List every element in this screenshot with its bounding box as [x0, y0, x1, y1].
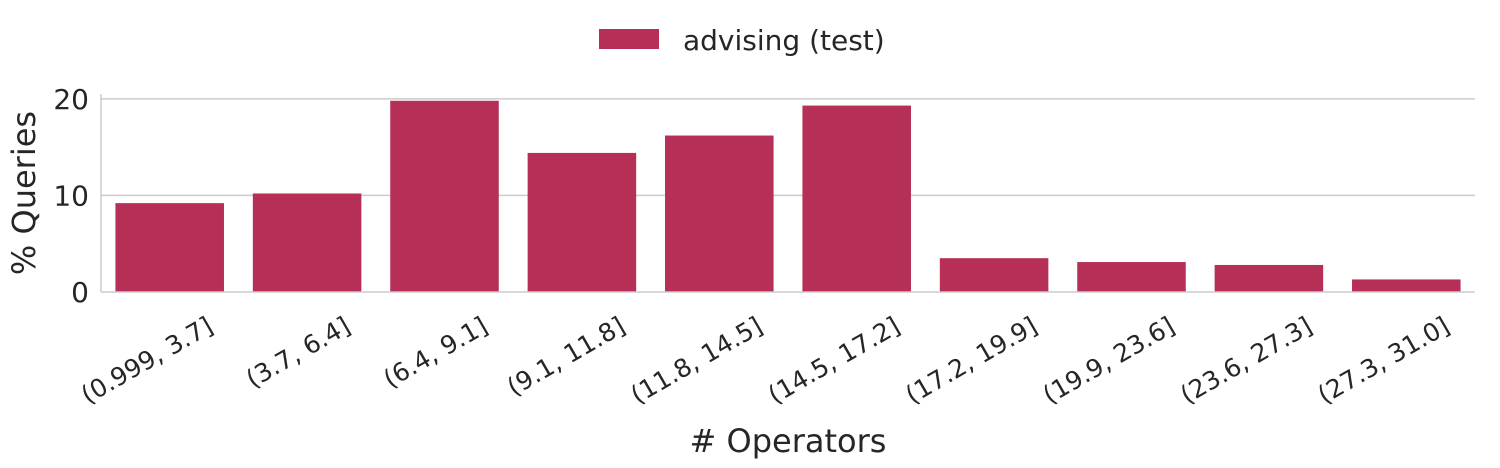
bar [115, 203, 224, 292]
y-axis-label: % Queries [5, 111, 43, 275]
x-tick-labels: (0.999, 3.7] (3.7, 6.4] (6.4, 9.1] (9.1, 11… [76, 311, 1454, 409]
legend-label: advising (test) [683, 24, 885, 57]
bar [527, 152, 637, 292]
y-tick-label: 0 [71, 276, 89, 309]
bars [115, 100, 1461, 292]
x-tick-label: (0.999, 3.7] [76, 311, 218, 409]
x-tick-label: (23.6, 27.3] [1175, 311, 1317, 409]
x-tick-label: (11.8, 14.5] [626, 311, 768, 409]
x-tick-label: (14.5, 17.2] [763, 311, 905, 409]
grid-lines [101, 98, 1475, 197]
legend: advising (test) [599, 24, 885, 57]
y-tick-label: 10 [53, 179, 89, 212]
bar [802, 105, 911, 292]
bar [939, 258, 1049, 292]
x-tick-label: (9.1, 11.8] [502, 311, 630, 402]
x-tick-label: (3.7, 6.4] [241, 311, 355, 394]
legend-swatch [599, 29, 659, 49]
bar [1352, 279, 1461, 292]
y-tick-label: 20 [53, 83, 89, 116]
bar [1214, 264, 1324, 292]
bar [390, 100, 499, 292]
x-tick-label: (27.3, 31.0] [1313, 311, 1455, 409]
x-tick-label: (17.2, 19.9] [901, 311, 1043, 409]
bar [665, 135, 774, 292]
x-tick-label: (6.4, 9.1] [378, 311, 492, 394]
bar [252, 193, 362, 292]
x-tick-label: (19.9, 23.6] [1038, 311, 1180, 409]
bar [1077, 262, 1186, 292]
x-axis-label: # Operators [690, 422, 887, 460]
y-tick-labels: 0 10 20 [53, 83, 89, 309]
